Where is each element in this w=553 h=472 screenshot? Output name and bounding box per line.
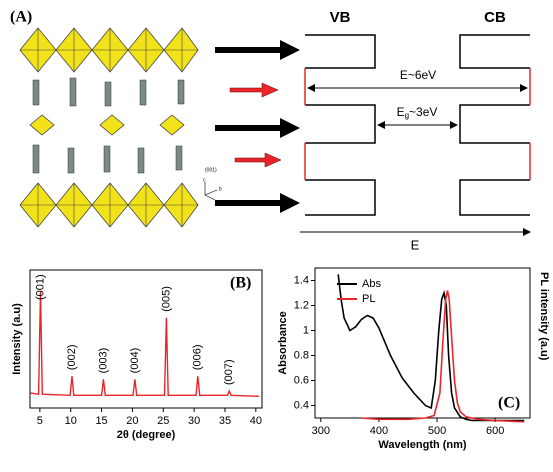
x-tick-label: 15 bbox=[95, 415, 107, 427]
x-tick-label: 600 bbox=[486, 425, 504, 437]
y-tick-label: 1 bbox=[303, 324, 309, 336]
x-tick-label: 300 bbox=[312, 425, 330, 437]
y-tick-label: 1.2 bbox=[294, 299, 309, 311]
x-tick-label: 20 bbox=[126, 415, 138, 427]
peak-label: (002) bbox=[66, 344, 78, 370]
eg-value: ~3eV bbox=[409, 105, 437, 119]
band-gap-label: Eg~3eV bbox=[397, 105, 438, 120]
y2-axis-label: PL intensity (a.u) bbox=[538, 272, 550, 361]
legend-label: PL bbox=[362, 293, 375, 305]
x-tick-label: 30 bbox=[188, 415, 200, 427]
panel-label: (B) bbox=[230, 275, 251, 292]
x-axis-label: 2θ (degree) bbox=[117, 429, 176, 441]
cb-label: CB bbox=[484, 9, 506, 26]
band-diagram bbox=[300, 34, 531, 236]
y-axis-label: Absorbance bbox=[277, 311, 289, 375]
data-line bbox=[337, 274, 525, 422]
peak-label: (003) bbox=[97, 348, 109, 374]
x-tick-label: 5 bbox=[37, 415, 43, 427]
incident-arrows bbox=[215, 40, 300, 213]
data-line bbox=[30, 291, 259, 397]
peak-label: (005) bbox=[160, 286, 172, 312]
y-tick-label: 0.6 bbox=[294, 374, 309, 386]
y-axis-label: Intensity (a.u) bbox=[11, 303, 23, 375]
wide-gap-label: E~6eV bbox=[400, 68, 436, 82]
peak-label: (001) bbox=[34, 274, 46, 300]
vb-label: VB bbox=[330, 9, 351, 26]
x-tick-label: 10 bbox=[65, 415, 77, 427]
peak-label: (004) bbox=[129, 348, 141, 374]
crystal-structure: (001) c b a bbox=[19, 27, 222, 228]
y-tick-label: 0.4 bbox=[294, 399, 309, 411]
peak-label: (006) bbox=[192, 344, 204, 370]
eg-sub: g bbox=[405, 111, 409, 120]
plot-frame bbox=[29, 269, 263, 409]
y-tick-label: 0.8 bbox=[294, 349, 309, 361]
panel-label: (C) bbox=[498, 395, 520, 412]
axis-b: b bbox=[219, 186, 222, 192]
x-tick-label: 25 bbox=[157, 415, 169, 427]
y-tick-label: 1.4 bbox=[294, 274, 309, 286]
eg-main: E bbox=[397, 105, 405, 119]
peak-label: (007) bbox=[223, 359, 235, 385]
x-axis-label: Wavelength (nm) bbox=[378, 439, 467, 451]
x-tick-label: 500 bbox=[428, 425, 446, 437]
x-tick-label: 400 bbox=[370, 425, 388, 437]
panel-label: (A) bbox=[10, 9, 32, 26]
x-tick-label: 40 bbox=[250, 415, 262, 427]
legend-label: Abs bbox=[362, 278, 381, 290]
axis-c: c bbox=[203, 177, 206, 183]
plane-label: (001) bbox=[205, 167, 217, 173]
x-tick-label: 35 bbox=[219, 415, 231, 427]
data-line bbox=[361, 290, 525, 423]
energy-label: E bbox=[411, 237, 420, 252]
